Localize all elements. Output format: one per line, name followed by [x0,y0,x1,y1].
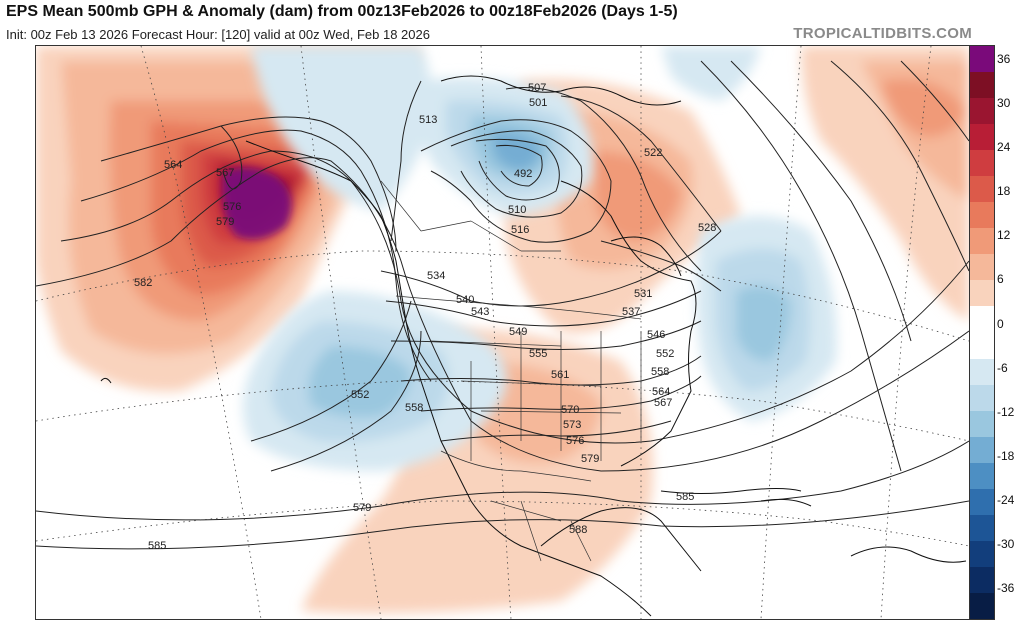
anomaly-max-core [222,167,292,240]
graticule [36,46,969,619]
colorbar-segment [970,462,994,490]
colorbar-segment [970,124,994,151]
colorbar-segment [970,176,994,203]
contour-label-564b: 564 [652,386,670,398]
chart-subtitle: Init: 00z Feb 13 2026 Forecast Hour: [12… [6,27,430,42]
contour-label-492: 492 [514,168,532,180]
colorbar-segment [970,280,994,307]
colorbar-tick-label: -12 [997,404,1015,419]
contour-label-543: 543 [471,306,489,318]
contour-label-579b: 579 [581,453,599,465]
colorbar [969,45,995,620]
contour-label-579: 579 [216,216,234,228]
colorbar-segment [970,514,994,542]
colorbar-segment [970,410,994,438]
colorbar-tick-label: 0 [997,316,1004,331]
contour-label-510: 510 [508,204,526,216]
contour-label-522: 522 [644,147,662,159]
contour-label-507: 507 [528,82,546,94]
contour-label-576b: 576 [566,435,584,447]
header: EPS Mean 500mb GPH & Anomaly (dam) from … [6,3,1018,45]
contour-label-531: 531 [634,288,652,300]
colorbar-segment [970,306,994,333]
colorbar-tick-label: -18 [997,448,1015,463]
contour-label-501: 501 [529,97,547,109]
colorbar-tick-label: 6 [997,272,1004,287]
colorbar-segment [970,358,994,386]
chart-title: EPS Mean 500mb GPH & Anomaly (dam) from … [6,3,678,20]
contour-label-582: 582 [134,277,152,289]
colorbar-tick-label: -6 [997,360,1008,375]
colorbar-segment [970,46,994,73]
colorbar-segment [970,72,994,99]
contour-label-552b: 552 [656,348,674,360]
colorbar-segment [970,592,994,620]
contour-label-546: 546 [647,329,665,341]
colorbar-segment [970,202,994,229]
colorbar-segment [970,566,994,594]
contour-label-558b: 558 [651,366,669,378]
site-credit[interactable]: TROPICALTIDBITS.COM [793,25,972,42]
contour-label-561: 561 [551,369,569,381]
contour-label-549: 549 [509,326,527,338]
colorbar-tick-label: -36 [997,580,1015,595]
contour-label-537: 537 [622,306,640,318]
contour-label-516: 516 [511,224,529,236]
colorbar-tick-label: 36 [997,52,1011,67]
colorbar-segment [970,98,994,125]
contour-label-588: 588 [569,524,587,536]
colorbar-tick-label: 24 [997,140,1011,155]
contour-label-585a: 585 [676,491,694,503]
contour-label-534: 534 [427,270,445,282]
colorbar-tick-label: 18 [997,184,1011,199]
contour-label-570: 570 [561,404,579,416]
anomaly-negative-shading [243,46,837,471]
colorbar-segment [970,254,994,281]
colorbar-segment [970,228,994,255]
contour-label-567b: 567 [654,397,672,409]
colorbar-segment [970,540,994,568]
contour-label-513: 513 [419,114,437,126]
contour-label-555: 555 [529,348,547,360]
colorbar-segment [970,384,994,412]
contour-label-567: 567 [216,167,234,179]
map-panel: 564 567 576 579 582 534 540 543 549 555 … [35,45,970,620]
colorbar-segment [970,150,994,177]
political-boundaries [380,180,642,562]
coastlines [100,75,967,617]
map-svg: 564 567 576 579 582 534 540 543 549 555 … [36,46,969,619]
colorbar-segment [970,332,994,360]
contour-label-552: 552 [351,389,369,401]
contour-label-576: 576 [223,201,241,213]
contour-label-558: 558 [405,402,423,414]
contour-label-585b: 585 [148,540,166,552]
colorbar-tick-label: 30 [997,96,1011,111]
colorbar-tick-label: -24 [997,492,1015,507]
contour-label-564: 564 [164,159,182,171]
contour-label-573: 573 [563,419,581,431]
contour-label-540: 540 [456,294,474,306]
colorbar-segment [970,488,994,516]
contour-label-579c: 579 [353,502,371,514]
contour-labels: 564 567 576 579 582 534 540 543 549 555 … [134,82,716,552]
contour-label-528: 528 [698,222,716,234]
height-contours [36,60,969,550]
colorbar-segment [970,436,994,464]
colorbar-tick-label: -30 [997,536,1015,551]
colorbar-tick-label: 12 [997,228,1011,243]
